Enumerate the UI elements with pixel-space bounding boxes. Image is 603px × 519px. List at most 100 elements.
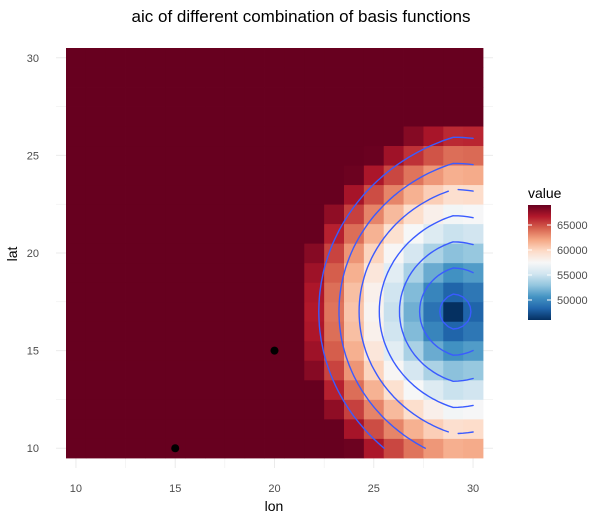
- heat-cell: [145, 282, 166, 303]
- heat-cell: [304, 379, 325, 400]
- heat-cell: [463, 321, 484, 342]
- heat-cell: [403, 379, 424, 400]
- heat-cell: [403, 223, 424, 244]
- heat-cell: [85, 301, 107, 322]
- heat-cell: [383, 145, 404, 166]
- heat-cell: [284, 87, 305, 107]
- heat-cell: [443, 87, 464, 107]
- heat-cell: [403, 48, 424, 68]
- heat-cell: [66, 184, 87, 205]
- heat-cell: [125, 184, 146, 205]
- y-tick-label: 20: [27, 248, 39, 260]
- heat-cell: [224, 262, 246, 283]
- heat-cell: [463, 282, 484, 303]
- heat-cell: [423, 340, 444, 361]
- heat-cell: [85, 106, 107, 127]
- contour-line: [338, 162, 474, 449]
- heat-cell: [423, 360, 444, 381]
- heat-cell: [264, 48, 285, 68]
- heat-cell: [145, 418, 166, 439]
- heat-cell: [205, 48, 226, 68]
- heat-cell: [363, 418, 385, 439]
- heat-cell: [264, 418, 285, 439]
- heat-cell: [66, 145, 87, 166]
- heat-cell: [244, 399, 265, 420]
- heat-cell: [304, 67, 325, 88]
- heat-cell: [443, 106, 464, 127]
- heat-cell: [383, 126, 404, 147]
- heat-cell: [165, 165, 186, 186]
- heat-cell: [125, 379, 146, 400]
- heat-cell: [224, 340, 246, 361]
- heat-cell: [105, 418, 126, 439]
- heat-cell: [145, 67, 166, 88]
- heat-cell: [244, 223, 265, 244]
- heat-cell: [85, 184, 107, 205]
- heat-cell: [145, 438, 166, 459]
- heat-cell: [463, 126, 484, 147]
- heat-cell: [185, 418, 206, 439]
- heat-cell: [344, 399, 365, 420]
- heat-cell: [224, 48, 246, 68]
- heat-cell: [105, 399, 126, 420]
- heat-cell: [284, 204, 305, 225]
- legend-title: value: [528, 185, 562, 201]
- heat-cell: [145, 243, 166, 264]
- heat-cell: [463, 243, 484, 264]
- heat-cell: [304, 418, 325, 439]
- heat-cell: [165, 301, 186, 322]
- heat-cell: [324, 67, 345, 88]
- x-tick-label: 15: [169, 483, 181, 495]
- y-axis: 10 15 20 25 30: [27, 53, 39, 455]
- heat-cell: [383, 301, 404, 322]
- heat-cell: [145, 301, 166, 322]
- heat-cell: [284, 184, 305, 205]
- heat-cell: [463, 379, 484, 400]
- heat-cell: [344, 418, 365, 439]
- heat-cell: [165, 282, 186, 303]
- heatmap: [66, 48, 484, 459]
- heat-cell: [324, 165, 345, 186]
- heat-cell: [244, 438, 265, 459]
- heat-cell: [85, 204, 107, 225]
- heat-cell: [363, 340, 385, 361]
- heat-cell: [403, 282, 424, 303]
- heat-cell: [165, 204, 186, 225]
- heat-cell: [125, 67, 146, 88]
- heat-cell: [284, 106, 305, 127]
- heat-cell: [185, 67, 206, 88]
- heat-cell: [165, 106, 186, 127]
- heat-cell: [244, 418, 265, 439]
- heat-cell: [423, 145, 444, 166]
- heat-cell: [105, 165, 126, 186]
- heat-cell: [244, 262, 265, 283]
- heat-cell: [423, 87, 444, 107]
- heat-cell: [205, 360, 226, 381]
- heat-cell: [463, 87, 484, 107]
- heat-cell: [244, 67, 265, 88]
- y-tick-label: 30: [27, 53, 39, 65]
- heat-cell: [125, 145, 146, 166]
- heat-cell: [264, 106, 285, 127]
- heat-cell: [85, 438, 107, 459]
- heat-cell: [383, 438, 404, 459]
- heat-cell: [443, 340, 464, 361]
- heat-cell: [185, 438, 206, 459]
- heat-cell: [324, 360, 345, 381]
- heat-cell: [363, 126, 385, 147]
- heat-cell: [264, 438, 285, 459]
- heat-cell: [264, 126, 285, 147]
- heat-cell: [304, 243, 325, 264]
- heat-cell: [324, 340, 345, 361]
- heat-cell: [185, 145, 206, 166]
- heat-cell: [344, 321, 365, 342]
- heat-cell: [145, 360, 166, 381]
- heat-cell: [284, 145, 305, 166]
- heat-cell: [165, 399, 186, 420]
- heat-cell: [244, 379, 265, 400]
- heat-cell: [165, 340, 186, 361]
- heat-cell: [284, 262, 305, 283]
- heat-cell: [383, 399, 404, 420]
- heat-cell: [324, 87, 345, 107]
- legend-tick-label: 50000: [557, 295, 588, 307]
